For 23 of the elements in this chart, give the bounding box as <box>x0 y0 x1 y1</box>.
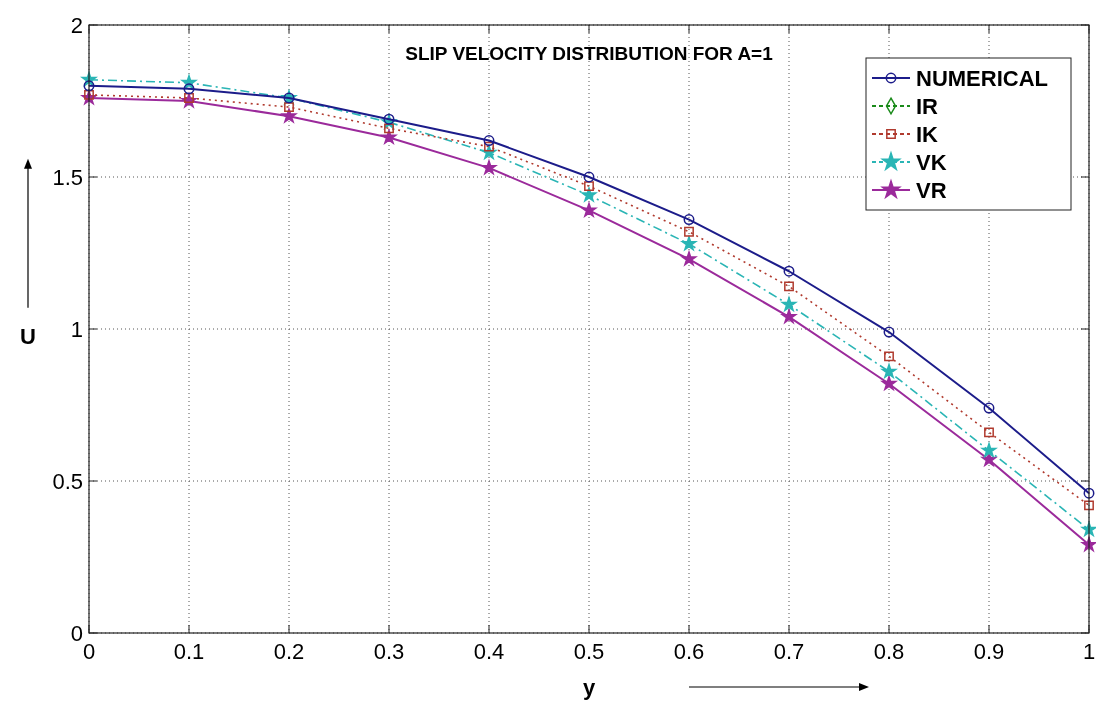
x-tick-label: 0.5 <box>573 639 605 664</box>
x-tick-label: 0.6 <box>673 639 705 664</box>
y-tick-label: 0.5 <box>52 469 83 494</box>
y-tick-label: 1 <box>70 317 83 342</box>
legend-label: NUMERICAL <box>916 66 1048 91</box>
x-tick-label: 0.1 <box>173 639 205 664</box>
y-tick-label: 2 <box>70 13 83 38</box>
y-tick-label: 1.5 <box>52 165 83 190</box>
legend-label: IK <box>916 122 939 147</box>
x-tick-label: 1 <box>1082 639 1096 664</box>
x-tick-label: 0.4 <box>473 639 505 664</box>
legend-label: VK <box>916 150 947 175</box>
y-axis-title: U <box>20 324 36 350</box>
x-axis-title: y <box>582 675 596 700</box>
x-tick-label: 0.8 <box>873 639 905 664</box>
legend-label: VR <box>916 178 947 203</box>
legend-label: IR <box>916 94 939 119</box>
x-tick-label: 0.7 <box>773 639 805 664</box>
x-tick-label: 0.3 <box>373 639 405 664</box>
y-tick-label: 0 <box>70 621 83 646</box>
text: SLIP VELOCITY DISTRIBUTION FOR A=1 <box>405 43 774 64</box>
x-tick-label: 0.9 <box>973 639 1005 664</box>
x-tick-label: 0.2 <box>273 639 305 664</box>
